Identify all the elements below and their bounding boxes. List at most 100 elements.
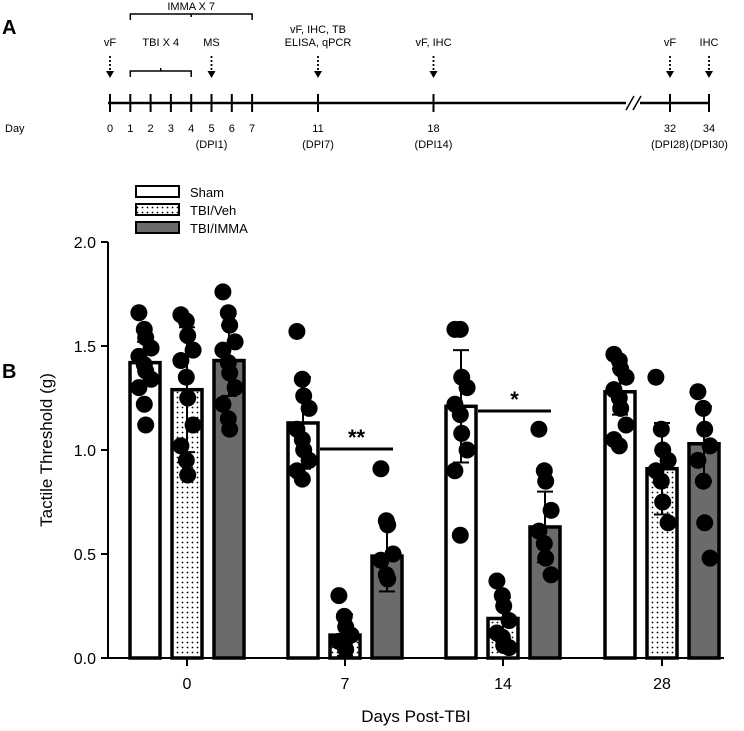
- data-point: [610, 437, 628, 455]
- legend-swatch: [135, 221, 180, 234]
- tbi-label: TBI X 4: [142, 37, 179, 49]
- event-label: vF: [664, 37, 677, 49]
- data-point: [130, 304, 148, 322]
- event-label: ELISA, qPCR: [285, 37, 352, 49]
- data-point: [647, 368, 665, 386]
- event-arrow-head: [106, 71, 114, 78]
- event-arrow-head: [207, 71, 216, 78]
- day-label: 5: [208, 123, 214, 135]
- timeline: Day 0 1 2 3 4 5(DPI1)6 7 11(DPI7)18(DPI14)32(DPI…: [5, 1, 728, 151]
- event-arrow-head: [314, 71, 322, 78]
- x-tick-label: 7: [341, 676, 350, 693]
- data-point: [372, 460, 390, 478]
- axis-break-mark: [632, 95, 642, 111]
- day-label: 0: [107, 123, 113, 135]
- event-arrow-head: [429, 71, 438, 78]
- data-point: [337, 641, 355, 659]
- data-point: [537, 472, 555, 490]
- x-axis-title: Days Post-TBI: [361, 707, 471, 726]
- data-point: [617, 368, 635, 386]
- data-point: [542, 566, 560, 584]
- data-point: [372, 551, 390, 569]
- day-label: 18: [427, 123, 439, 135]
- data-point: [214, 395, 232, 413]
- data-point: [458, 379, 476, 397]
- data-point: [500, 639, 518, 657]
- data-point: [179, 466, 197, 484]
- dpi-label: (DPI1): [196, 139, 228, 151]
- y-tick-label: 1.0: [74, 443, 96, 460]
- data-point: [535, 535, 553, 553]
- data-point: [330, 587, 348, 605]
- data-point: [451, 526, 469, 544]
- day-label: 32: [664, 123, 676, 135]
- data-point: [542, 501, 560, 519]
- legend-label: Sham: [190, 185, 224, 200]
- dpi-label: (DPI7): [302, 139, 334, 151]
- data-point: [694, 472, 712, 490]
- data-point: [226, 379, 244, 397]
- data-point: [179, 389, 197, 407]
- x-tick-label: 28: [653, 676, 671, 693]
- data-point: [142, 370, 160, 388]
- y-tick-label: 0.0: [74, 651, 96, 668]
- data-point: [135, 395, 153, 413]
- data-point: [172, 437, 190, 455]
- data-point: [184, 341, 202, 359]
- data-point: [694, 399, 712, 417]
- event-label: vF, IHC, TB: [290, 24, 346, 36]
- data-point: [177, 451, 195, 469]
- data-point: [221, 316, 239, 334]
- data-point: [652, 420, 670, 438]
- bar-chart: 0.00.51.01.52.00 7 14 28***Days Post-TBITac…: [37, 185, 724, 726]
- legend-label: TBI/IMMA: [190, 221, 248, 236]
- data-point: [130, 379, 148, 397]
- day-label: 1: [127, 123, 133, 135]
- significance-label: **: [348, 425, 366, 450]
- day-label: 4: [188, 123, 194, 135]
- panel-a-label: A: [2, 17, 16, 39]
- x-tick-label: 14: [494, 676, 512, 693]
- data-point: [458, 441, 476, 459]
- data-point: [701, 437, 719, 455]
- event-label: MS: [203, 37, 220, 49]
- y-tick-label: 0.5: [74, 547, 96, 564]
- data-point: [537, 549, 555, 567]
- significance-label: *: [510, 387, 519, 412]
- event-label: IHC: [700, 37, 719, 49]
- data-point: [184, 416, 202, 434]
- data-point: [696, 420, 714, 438]
- data-point: [293, 370, 311, 388]
- data-point: [379, 570, 397, 588]
- tbi-bracket: [129, 70, 192, 77]
- data-point: [179, 327, 197, 345]
- bar: [528, 525, 562, 660]
- day-prefix-label: Day: [5, 123, 25, 135]
- data-point: [300, 399, 318, 417]
- data-point: [696, 514, 714, 532]
- data-point: [530, 420, 548, 438]
- bar: [370, 554, 404, 660]
- axis-break-mark: [625, 95, 635, 111]
- data-point: [226, 333, 244, 351]
- y-tick-label: 2.0: [74, 235, 96, 252]
- data-point: [142, 339, 160, 357]
- day-label: 6: [229, 123, 235, 135]
- data-point: [379, 516, 397, 534]
- data-point: [451, 320, 469, 338]
- day-label: 7: [249, 123, 255, 135]
- day-label: 34: [703, 123, 715, 135]
- data-point: [300, 451, 318, 469]
- data-point: [612, 399, 630, 417]
- day-label: 3: [168, 123, 174, 135]
- data-point: [172, 352, 190, 370]
- dpi-label: (DPI14): [415, 139, 453, 151]
- data-point: [293, 470, 311, 488]
- event-label: vF: [104, 37, 117, 49]
- data-point: [659, 514, 677, 532]
- data-point: [689, 383, 707, 401]
- data-point: [137, 416, 155, 434]
- data-point: [451, 406, 469, 424]
